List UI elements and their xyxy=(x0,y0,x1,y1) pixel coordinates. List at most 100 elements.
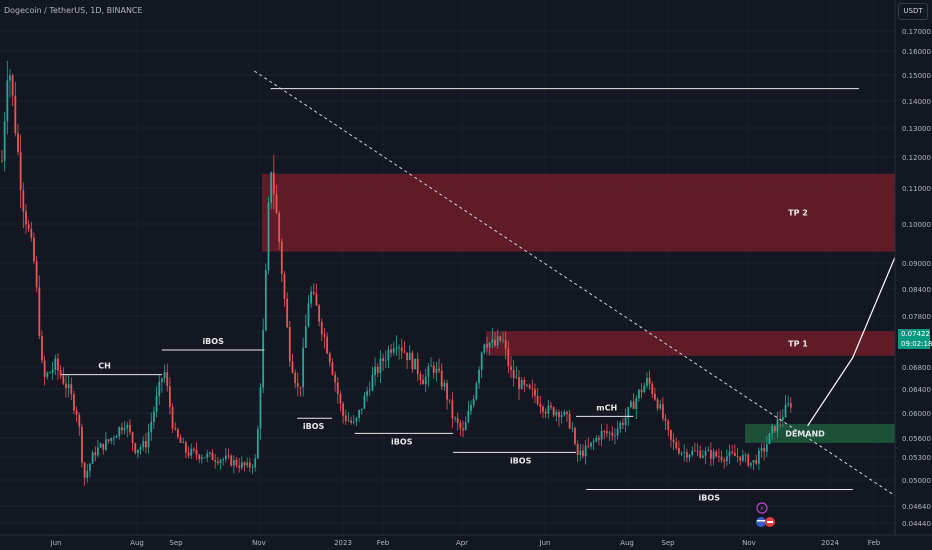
candle-body xyxy=(419,374,422,380)
candle-body xyxy=(126,425,129,429)
candle-body xyxy=(400,347,403,352)
candle-body xyxy=(427,366,430,377)
candle-body xyxy=(89,463,91,471)
candle-body xyxy=(414,358,416,370)
y-tick-label: 0.06000 xyxy=(902,410,931,418)
candle-body xyxy=(598,437,600,440)
candle-body xyxy=(379,358,382,373)
candle-body xyxy=(448,399,451,401)
structure-label: iBOS xyxy=(391,437,413,446)
candle-body xyxy=(267,202,270,271)
candle-body xyxy=(118,427,121,436)
zone-tp-2 xyxy=(262,173,895,252)
candle-body xyxy=(65,383,67,389)
candle-body xyxy=(534,389,536,396)
candle-body xyxy=(9,75,11,81)
y-tick-label: 0.13000 xyxy=(902,125,931,133)
candle-body xyxy=(771,425,774,434)
candle-body xyxy=(558,411,560,417)
candle-body xyxy=(443,383,446,387)
candle-body xyxy=(749,462,752,466)
candle-body xyxy=(691,450,694,456)
candle-body xyxy=(686,452,688,458)
zone-label: DEMAND xyxy=(785,429,825,438)
candle-body xyxy=(278,213,281,242)
candle-body xyxy=(123,428,126,431)
x-tick-label: Jun xyxy=(50,539,62,547)
candle-body xyxy=(560,414,563,417)
candles xyxy=(1,60,792,486)
candle-body xyxy=(200,457,203,460)
candle-body xyxy=(760,447,763,451)
candle-body xyxy=(488,342,491,348)
event-icons[interactable]: ⚡ xyxy=(756,502,775,527)
candle-body xyxy=(411,352,414,370)
currency-button[interactable]: USDT xyxy=(898,3,928,20)
candle-body xyxy=(222,459,225,461)
candle-body xyxy=(230,455,233,466)
x-tick-label: Sep xyxy=(169,539,183,547)
candle-body xyxy=(470,404,472,411)
candle-body xyxy=(33,237,35,262)
candle-body xyxy=(504,339,507,349)
structure-label: iBOS xyxy=(510,456,532,465)
candle-body xyxy=(459,422,462,429)
candle-body xyxy=(38,287,41,337)
candle-body xyxy=(153,411,155,422)
candle-body xyxy=(190,448,193,456)
candle-body xyxy=(432,365,435,373)
x-tick-label: Nov xyxy=(252,539,266,547)
candle-body xyxy=(129,425,131,433)
candle-body xyxy=(360,408,363,411)
candle-body xyxy=(139,447,142,450)
candle-body xyxy=(576,443,579,456)
candle-body xyxy=(440,370,443,387)
candle-body xyxy=(510,366,512,370)
candle-body xyxy=(384,360,387,362)
x-tick-label: 2023 xyxy=(334,539,352,547)
candle-body xyxy=(696,450,699,452)
candle-body xyxy=(683,452,686,454)
candle-body xyxy=(344,415,347,421)
candle-body xyxy=(614,435,616,437)
projection-arrow xyxy=(807,220,911,427)
candle-body xyxy=(755,460,758,464)
candle-body xyxy=(17,133,19,152)
candle-body xyxy=(163,372,166,379)
y-tick-label: 0.04440 xyxy=(902,520,931,528)
candle-body xyxy=(544,411,547,414)
candle-body xyxy=(699,450,702,458)
candle-body xyxy=(456,418,459,423)
candle-body xyxy=(648,377,651,384)
candle-body xyxy=(206,453,209,458)
candle-body xyxy=(723,459,726,462)
candle-body xyxy=(155,395,158,412)
us-flag-icon xyxy=(756,517,766,527)
candle-body xyxy=(606,431,608,434)
candle-body xyxy=(254,458,257,468)
candle-body xyxy=(528,384,531,389)
candle-body xyxy=(595,437,598,442)
candle-body xyxy=(622,422,624,425)
candle-body xyxy=(14,95,17,134)
candle-body xyxy=(672,439,675,442)
candle-body xyxy=(142,441,145,448)
candle-body xyxy=(747,454,750,466)
zones: TP 2 TP 1 DEMAND xyxy=(262,173,895,443)
candle-body xyxy=(208,452,211,454)
y-tick-label: 0.08400 xyxy=(902,286,931,294)
candle-body xyxy=(590,442,592,447)
candle-body xyxy=(216,461,219,464)
candle-body xyxy=(787,403,790,405)
grid xyxy=(0,30,895,524)
candle-body xyxy=(643,385,646,393)
event-icon-mark xyxy=(767,521,773,523)
candle-body xyxy=(219,460,222,464)
candle-body xyxy=(166,372,169,387)
y-tick-label: 0.14000 xyxy=(902,98,931,106)
candle-body xyxy=(451,400,454,419)
candle-body xyxy=(741,455,744,461)
candle-body xyxy=(555,411,558,416)
candle-body xyxy=(757,450,760,464)
